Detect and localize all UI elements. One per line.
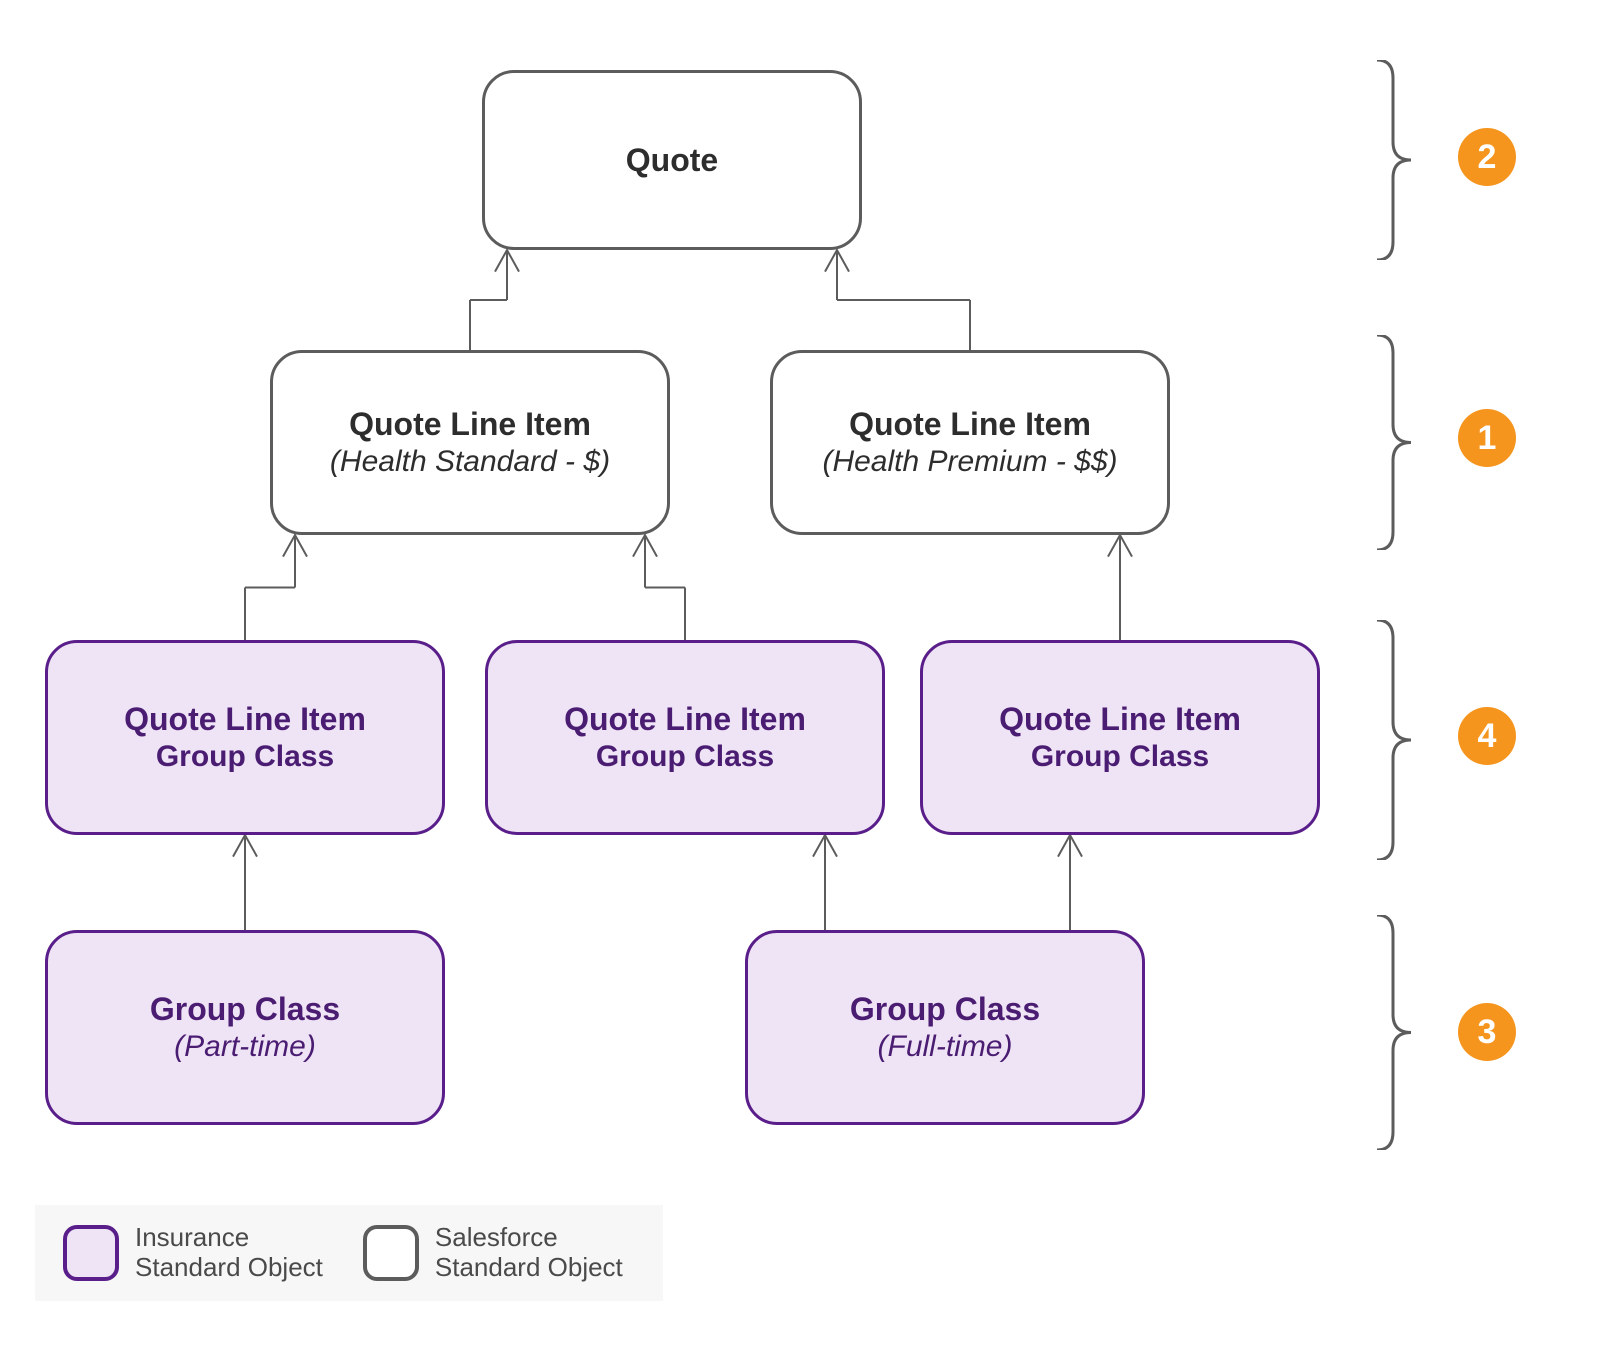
row-badge: 3	[1458, 1003, 1516, 1061]
node-gc_pt: Group Class(Part-time)	[45, 930, 445, 1125]
node-gc_ft: Group Class(Full-time)	[745, 930, 1145, 1125]
node-title: Group Class	[150, 990, 340, 1028]
node-title: Quote Line Item	[849, 405, 1091, 443]
node-subtitle: Group Class	[156, 739, 334, 775]
node-qligc2: Quote Line ItemGroup Class	[485, 640, 885, 835]
row-bracket	[1375, 915, 1435, 1150]
node-subtitle: (Full-time)	[878, 1029, 1013, 1065]
node-title: Quote Line Item	[349, 405, 591, 443]
node-title: Quote Line Item	[564, 700, 806, 738]
diagram-canvas: QuoteQuote Line Item(Health Standard - $…	[0, 0, 1600, 1353]
node-title: Quote	[626, 141, 718, 179]
node-qligc1: Quote Line ItemGroup Class	[45, 640, 445, 835]
row-bracket	[1375, 620, 1435, 860]
legend-item: Insurance Standard Object	[63, 1223, 323, 1283]
node-subtitle: Group Class	[1031, 739, 1209, 775]
row-bracket	[1375, 60, 1435, 260]
node-title: Quote Line Item	[999, 700, 1241, 738]
legend-item: Salesforce Standard Object	[363, 1223, 623, 1283]
row-badge-label: 3	[1478, 1013, 1497, 1052]
row-badge: 2	[1458, 128, 1516, 186]
row-badge-label: 2	[1478, 138, 1497, 177]
legend-label: Insurance Standard Object	[135, 1223, 323, 1283]
row-badge-label: 4	[1478, 717, 1497, 756]
node-qli_prem: Quote Line Item(Health Premium - $$)	[770, 350, 1170, 535]
legend: Insurance Standard Object Salesforce Stan…	[35, 1205, 663, 1301]
node-qligc3: Quote Line ItemGroup Class	[920, 640, 1320, 835]
row-bracket	[1375, 335, 1435, 550]
node-subtitle: (Health Premium - $$)	[822, 444, 1117, 480]
node-title: Quote Line Item	[124, 700, 366, 738]
node-subtitle: Group Class	[596, 739, 774, 775]
row-badge-label: 1	[1478, 419, 1497, 458]
node-qli_std: Quote Line Item(Health Standard - $)	[270, 350, 670, 535]
node-subtitle: (Health Standard - $)	[330, 444, 610, 480]
legend-swatch	[63, 1225, 119, 1281]
node-subtitle: (Part-time)	[174, 1029, 316, 1065]
row-badge: 1	[1458, 409, 1516, 467]
legend-swatch	[363, 1225, 419, 1281]
row-badge: 4	[1458, 707, 1516, 765]
node-quote: Quote	[482, 70, 862, 250]
node-title: Group Class	[850, 990, 1040, 1028]
legend-label: Salesforce Standard Object	[435, 1223, 623, 1283]
